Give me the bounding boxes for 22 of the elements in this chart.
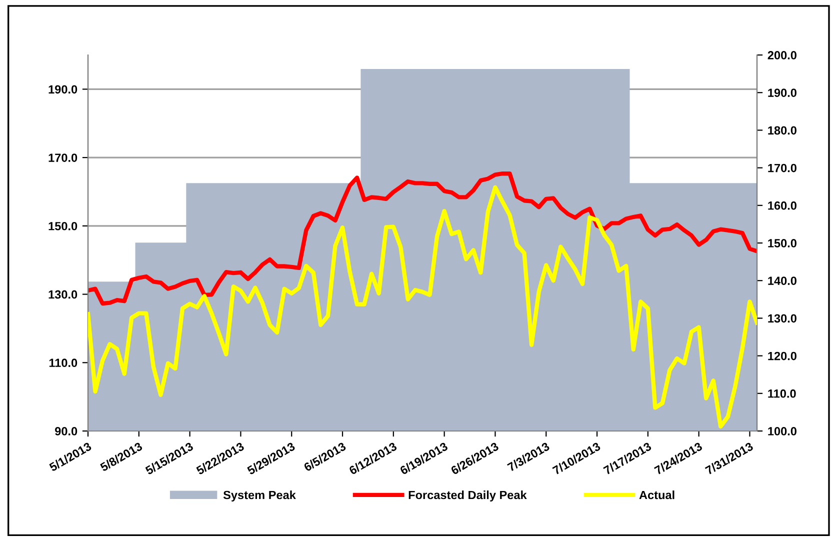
legend-label: System Peak xyxy=(223,490,296,502)
y2-tick-label: 200.0 xyxy=(768,51,796,60)
y2-tick-label: 110.0 xyxy=(768,389,796,398)
y2-tick-label: 120.0 xyxy=(768,352,796,360)
y-tick-label: 150.0 xyxy=(48,222,78,230)
y2-tick-label: 170.0 xyxy=(768,164,796,172)
y2-tick-label: 180.0 xyxy=(768,126,796,135)
legend-label: Forcasted Daily Peak xyxy=(408,490,527,502)
y2-tick-label: 160.0 xyxy=(768,201,796,210)
line-series xyxy=(88,172,757,306)
y2-tick-label: 100.0 xyxy=(768,427,796,436)
y2-tick-label: 150.0 xyxy=(768,239,796,248)
y-tick-label: 130.0 xyxy=(48,290,78,299)
y-tick-label: 90.0 xyxy=(55,427,78,436)
y-tick-label: 190.0 xyxy=(48,85,78,94)
y-tick-label: 110.0 xyxy=(49,358,78,368)
y-tick-label: 170.0 xyxy=(48,154,78,162)
legend-label: Actual xyxy=(639,490,674,500)
line-series xyxy=(88,185,757,429)
y2-tick-label: 190.0 xyxy=(768,88,796,97)
y2-tick-label: 140.0 xyxy=(768,276,796,285)
y2-tick-label: 130.0 xyxy=(768,314,796,323)
